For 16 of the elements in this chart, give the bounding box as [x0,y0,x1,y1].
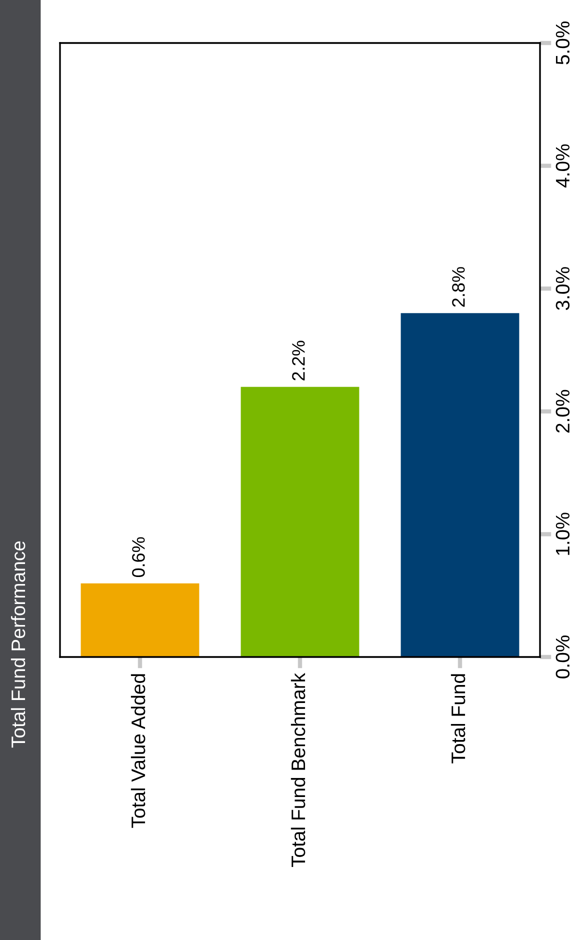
x-tick-label: Total Fund [450,674,466,764]
y-tick-label: 1.0% [556,512,570,555]
y-tick-label: 5.0% [556,22,570,64]
x-tick-label: Total Fund Benchmark [290,672,306,868]
y-tick-label: 3.0% [556,267,570,310]
text: Total Fund Performance [10,541,26,748]
bar [240,386,360,657]
y-tick-label: 0.0% [556,636,570,678]
data-label: 0.6% [132,537,145,578]
data-label: 2.8% [452,267,465,307]
y-tick-label: 2.0% [556,390,570,433]
data-label: 2.2% [292,340,305,380]
y-tick-label: 4.0% [556,144,570,188]
bar [80,583,200,657]
bar [400,313,520,657]
x-tick-label: Total Value Added [130,674,146,828]
